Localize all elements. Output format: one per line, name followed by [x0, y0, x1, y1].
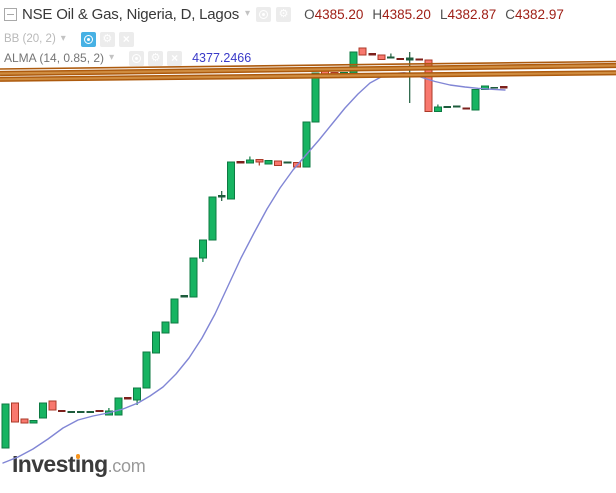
gear-icon: ⚙	[150, 51, 161, 64]
close-icon: ×	[171, 51, 179, 65]
bb-visibility-button[interactable]	[80, 31, 96, 47]
indicator-row-alma: ALMA (14, 0.85, 2) ▾ ⚙ × 4377.2466	[4, 50, 564, 66]
chart-header: NSE Oil & Gas, Nigeria, D, Lagos ▾ ⚙ O43…	[4, 4, 564, 66]
doji-candle	[387, 56, 395, 59]
symbol-settings-button[interactable]: ⚙	[276, 6, 292, 22]
bullish-candle	[311, 72, 320, 123]
bullish-candle	[39, 402, 48, 419]
doji-candle	[217, 195, 226, 198]
bb-remove-button[interactable]: ×	[118, 31, 134, 47]
low-value: 4382.87	[447, 6, 497, 22]
eye-icon	[83, 34, 93, 44]
bullish-candle	[208, 196, 217, 241]
gear-icon: ⚙	[102, 32, 113, 45]
bearish-candle	[255, 159, 264, 163]
symbol-title[interactable]: NSE Oil & Gas, Nigeria, D, Lagos	[22, 5, 240, 23]
high-value: 4385.20	[382, 6, 431, 22]
doji-candle	[452, 105, 461, 108]
gear-icon: ⚙	[278, 7, 289, 20]
alma-visibility-button[interactable]	[129, 50, 145, 66]
bearish-candle	[20, 418, 29, 424]
bearish-candle	[377, 54, 386, 60]
bullish-candle	[198, 239, 207, 259]
eye-icon	[259, 9, 269, 19]
low-label: L	[439, 6, 448, 22]
bullish-candle	[170, 298, 179, 324]
open-value: 4385.20	[314, 6, 364, 22]
alma-indicator-label[interactable]: ALMA (14, 0.85, 2)	[4, 51, 105, 65]
doji-candle	[415, 58, 423, 61]
bullish-candle	[114, 397, 123, 416]
bb-settings-button[interactable]: ⚙	[99, 31, 115, 47]
doji-candle	[76, 411, 85, 413]
band-line-inner	[0, 64, 616, 75]
doji-candle	[180, 295, 188, 298]
logo-suffix: .com	[107, 456, 146, 476]
logo-orange-dot-icon	[75, 454, 81, 459]
bearish-candle	[358, 47, 367, 56]
alma-remove-button[interactable]: ×	[167, 50, 183, 66]
bearish-candle	[424, 59, 433, 112]
doji-candle	[86, 411, 94, 413]
doji-candle	[67, 411, 76, 413]
eye-icon	[132, 53, 142, 63]
bearish-candle	[48, 400, 57, 411]
close-value: 4382.97	[515, 6, 564, 22]
band-line-outer	[0, 60, 616, 70]
bullish-candle	[302, 121, 311, 168]
bullish-candle	[29, 420, 38, 424]
symbol-row: NSE Oil & Gas, Nigeria, D, Lagos ▾ ⚙ O43…	[4, 4, 564, 24]
alma-line	[2, 71, 506, 464]
doji-candle	[499, 86, 508, 89]
chevron-down-icon[interactable]: ▾	[245, 8, 251, 19]
indicator-row-bb: BB (20, 2) ▾ ⚙ ×	[4, 31, 564, 47]
collapse-icon[interactable]	[4, 7, 17, 21]
bullish-candle	[161, 321, 170, 334]
doji-candle	[95, 410, 104, 412]
high-label: H	[372, 6, 383, 22]
bullish-candle	[151, 331, 160, 354]
close-icon: ×	[122, 32, 130, 46]
doji-candle	[405, 57, 414, 61]
bb-indicator-label[interactable]: BB (20, 2)	[4, 33, 56, 45]
bullish-candle	[480, 85, 489, 90]
doji-candle	[396, 58, 405, 60]
bullish-candle	[189, 257, 198, 298]
doji-candle	[490, 87, 499, 89]
doji-candle	[443, 106, 452, 108]
bullish-candle	[471, 89, 480, 111]
bullish-candle	[433, 106, 442, 112]
doji-candle	[236, 161, 245, 164]
open-label: O	[304, 6, 315, 22]
bearish-candle	[274, 160, 283, 166]
close-label: C	[505, 6, 516, 22]
doji-candle	[283, 161, 292, 164]
bullish-candle	[227, 161, 236, 200]
bullish-candle	[264, 160, 273, 165]
chevron-down-icon[interactable]: ▾	[60, 33, 66, 44]
band-line-inner	[0, 71, 616, 81]
alma-settings-button[interactable]: ⚙	[148, 50, 164, 66]
ohlc-readout: O4385.20 H4385.20 L4382.87 C4382.97	[304, 7, 564, 22]
bullish-candle	[142, 351, 151, 389]
bullish-candle	[245, 159, 254, 164]
bullish-candle	[1, 403, 10, 449]
doji-candle	[58, 410, 66, 412]
doji-candle	[462, 107, 470, 110]
bearish-candle	[10, 402, 19, 423]
alma-current-value: 4377.2466	[192, 51, 252, 65]
symbol-visibility-button[interactable]	[256, 6, 272, 22]
doji-candle	[123, 397, 132, 400]
doji-candle	[368, 53, 376, 56]
chevron-down-icon[interactable]: ▾	[109, 52, 115, 63]
bullish-candle	[133, 387, 142, 401]
